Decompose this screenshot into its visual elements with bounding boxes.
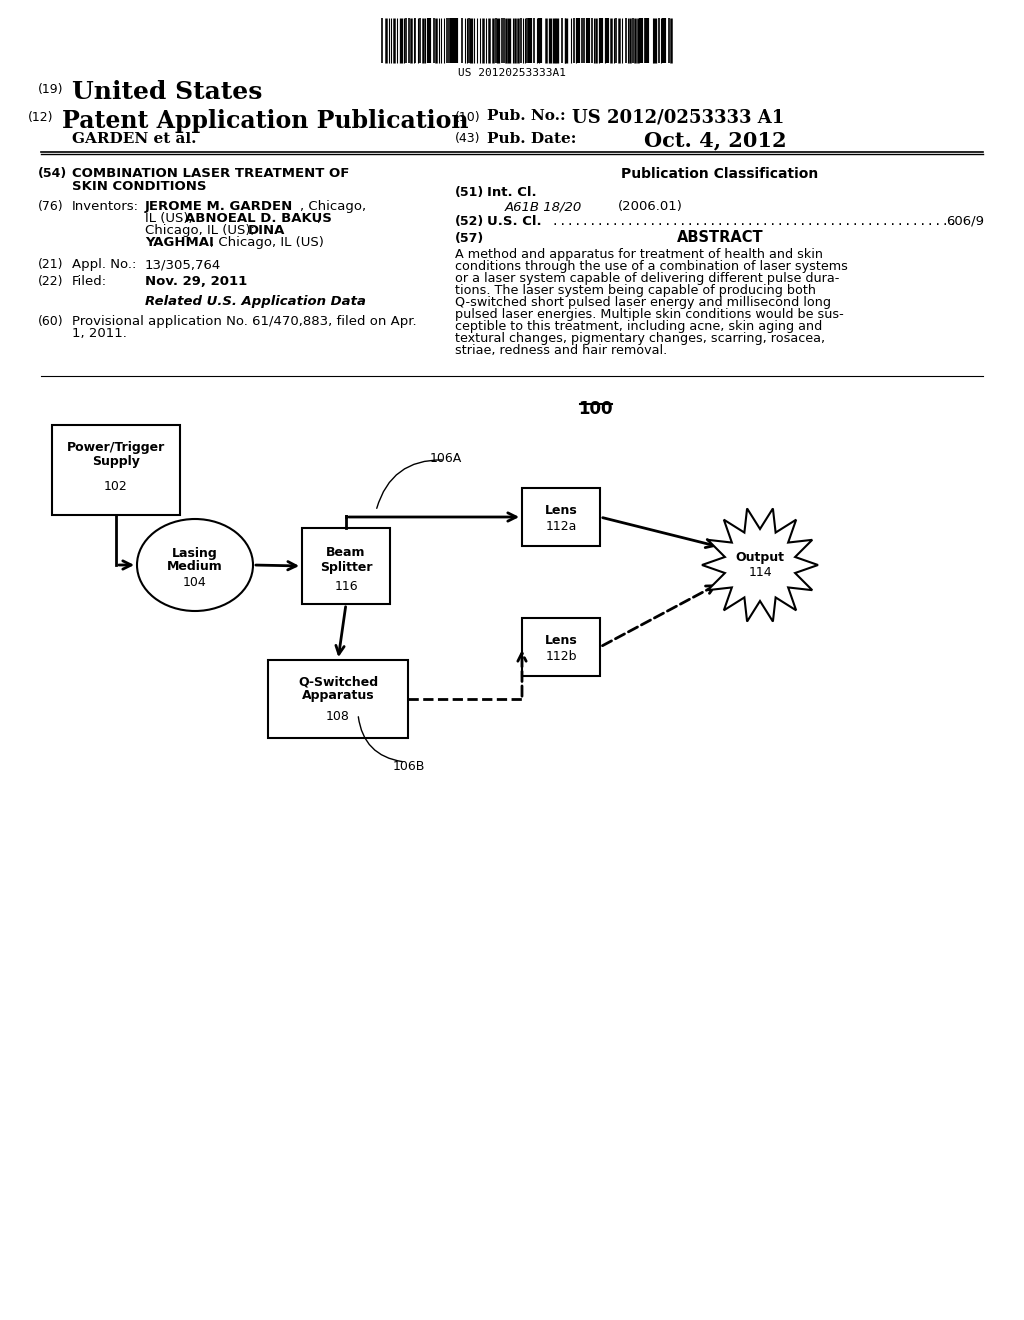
Text: Splitter: Splitter [319, 561, 373, 573]
Text: (21): (21) [38, 257, 63, 271]
Text: , Chicago, IL (US): , Chicago, IL (US) [210, 236, 324, 249]
Text: 13/305,764: 13/305,764 [145, 257, 221, 271]
Text: 114: 114 [749, 566, 772, 579]
Text: GARDEN et al.: GARDEN et al. [72, 132, 197, 147]
Text: (51): (51) [455, 186, 484, 199]
Text: textural changes, pigmentary changes, scarring, rosacea,: textural changes, pigmentary changes, sc… [455, 333, 825, 345]
Text: conditions through the use of a combination of laser systems: conditions through the use of a combinat… [455, 260, 848, 273]
Text: (2006.01): (2006.01) [618, 201, 683, 213]
Text: Oct. 4, 2012: Oct. 4, 2012 [644, 129, 786, 150]
Text: (54): (54) [38, 168, 68, 180]
Text: Pub. Date:: Pub. Date: [487, 132, 577, 147]
Text: 112b: 112b [545, 649, 577, 663]
Text: 102: 102 [104, 480, 128, 494]
Text: IL (US);: IL (US); [145, 213, 198, 224]
Text: Lasing: Lasing [172, 546, 218, 560]
Text: (12): (12) [28, 111, 53, 124]
Bar [268, 660, 408, 738]
Text: US 20120253333A1: US 20120253333A1 [458, 69, 566, 78]
Text: tions. The laser system being capable of producing both: tions. The laser system being capable of… [455, 284, 816, 297]
Text: (22): (22) [38, 275, 63, 288]
Text: U.S. Cl.: U.S. Cl. [487, 215, 542, 228]
Text: (57): (57) [455, 232, 484, 246]
Text: Chicago, IL (US);: Chicago, IL (US); [145, 224, 259, 238]
Text: Related U.S. Application Data: Related U.S. Application Data [145, 294, 366, 308]
Text: (43): (43) [455, 132, 480, 145]
Text: pulsed laser energies. Multiple skin conditions would be sus-: pulsed laser energies. Multiple skin con… [455, 308, 844, 321]
Text: Pub. No.:: Pub. No.: [487, 110, 565, 123]
Text: COMBINATION LASER TREATMENT OF: COMBINATION LASER TREATMENT OF [72, 168, 349, 180]
Text: Power/Trigger: Power/Trigger [67, 441, 165, 454]
Text: 1, 2011.: 1, 2011. [72, 327, 127, 341]
Text: Q-Switched: Q-Switched [298, 676, 378, 689]
Text: 108: 108 [326, 710, 350, 722]
Text: Q-switched short pulsed laser energy and millisecond long: Q-switched short pulsed laser energy and… [455, 296, 831, 309]
Text: Int. Cl.: Int. Cl. [487, 186, 537, 199]
Text: (60): (60) [38, 315, 63, 327]
Text: SKIN CONDITIONS: SKIN CONDITIONS [72, 180, 207, 193]
Text: ceptible to this treatment, including acne, skin aging and: ceptible to this treatment, including ac… [455, 319, 822, 333]
Text: (19): (19) [38, 83, 63, 96]
Text: Provisional application No. 61/470,883, filed on Apr.: Provisional application No. 61/470,883, … [72, 315, 417, 327]
Text: 112a: 112a [546, 520, 577, 532]
Text: 106A: 106A [430, 451, 462, 465]
Text: Output: Output [735, 550, 784, 564]
Bar [52, 425, 180, 515]
Text: , Chicago,: , Chicago, [300, 201, 367, 213]
Text: (52): (52) [455, 215, 484, 228]
Bar [522, 488, 600, 546]
Text: Nov. 29, 2011: Nov. 29, 2011 [145, 275, 247, 288]
Ellipse shape [137, 519, 253, 611]
Text: Lens: Lens [545, 634, 578, 647]
Text: A61B 18/20: A61B 18/20 [505, 201, 583, 213]
Text: 106B: 106B [393, 760, 425, 774]
Text: YAGHMAI: YAGHMAI [145, 236, 214, 249]
Text: Lens: Lens [545, 503, 578, 516]
Text: United States: United States [72, 81, 262, 104]
Text: ABSTRACT: ABSTRACT [677, 230, 763, 246]
Text: 104: 104 [183, 577, 207, 590]
Bar [302, 528, 390, 605]
Text: (76): (76) [38, 201, 63, 213]
Text: US 2012/0253333 A1: US 2012/0253333 A1 [572, 110, 784, 127]
Text: Publication Classification: Publication Classification [622, 168, 818, 181]
Bar [522, 618, 600, 676]
Text: 100: 100 [578, 400, 612, 418]
Text: DINA: DINA [248, 224, 286, 238]
Text: Medium: Medium [167, 561, 223, 573]
Text: Apparatus: Apparatus [302, 689, 375, 702]
Text: ......................................................: ........................................… [544, 215, 956, 228]
Text: Filed:: Filed: [72, 275, 108, 288]
Polygon shape [702, 508, 818, 622]
Text: ,: , [316, 213, 321, 224]
Text: striae, redness and hair removal.: striae, redness and hair removal. [455, 345, 668, 356]
Text: 606/9: 606/9 [946, 215, 984, 228]
Text: 116: 116 [334, 579, 357, 593]
Text: Patent Application Publication: Patent Application Publication [62, 110, 469, 133]
Text: JEROME M. GARDEN: JEROME M. GARDEN [145, 201, 293, 213]
Text: Appl. No.:: Appl. No.: [72, 257, 136, 271]
Text: ABNOEAL D. BAKUS: ABNOEAL D. BAKUS [185, 213, 332, 224]
Text: Inventors:: Inventors: [72, 201, 139, 213]
Text: A method and apparatus for treatment of health and skin: A method and apparatus for treatment of … [455, 248, 823, 261]
Text: (10): (10) [455, 111, 480, 124]
Text: or a laser system capable of delivering different pulse dura-: or a laser system capable of delivering … [455, 272, 840, 285]
Text: Supply: Supply [92, 454, 140, 467]
Text: Beam: Beam [327, 546, 366, 560]
